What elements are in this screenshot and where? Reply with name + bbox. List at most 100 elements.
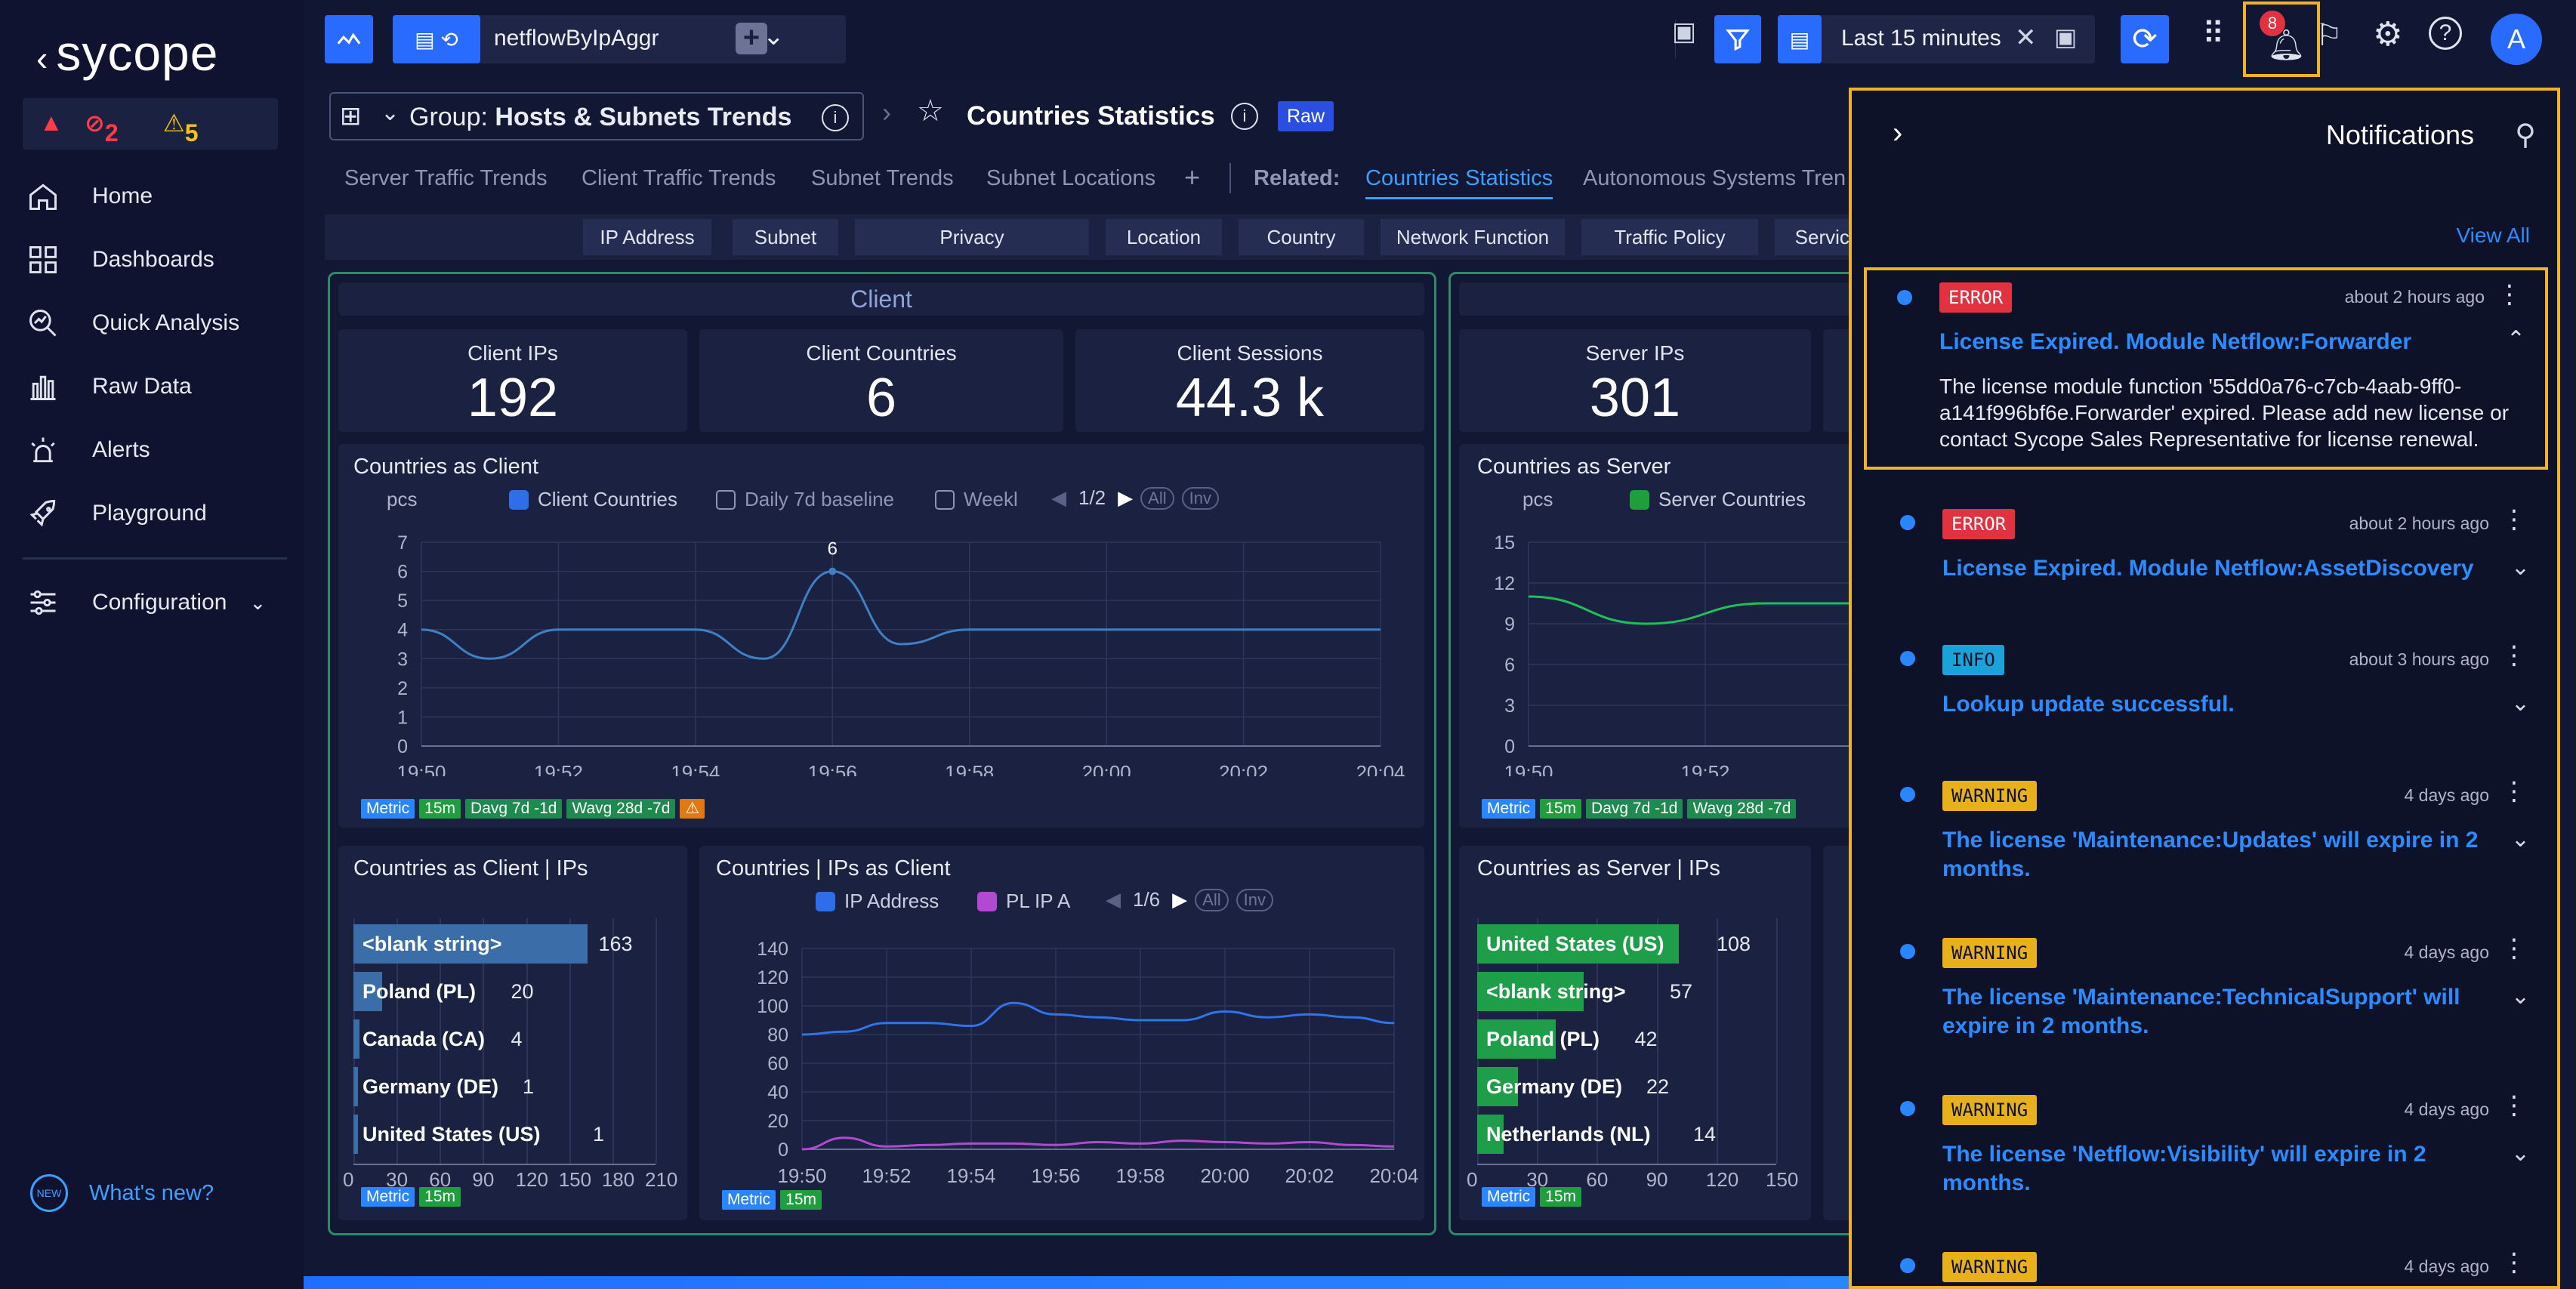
legend-inv-button[interactable]: Inv [1236, 888, 1273, 911]
bar-row[interactable]: Canada (CA) 4 [353, 1019, 656, 1059]
x-tick-label: 19:52 [862, 1164, 911, 1187]
tab-subnet-trends[interactable]: Subnet Trends [811, 166, 954, 190]
bar-row[interactable]: <blank string> 57 [1477, 972, 1776, 1011]
filter-privacy[interactable]: Privacy [855, 219, 1089, 255]
notification-time: 4 days ago [2404, 785, 2489, 805]
nav-alerts[interactable]: Alerts [23, 423, 279, 477]
notification-title[interactable]: The license 'Maintenance:Updates' will e… [1942, 828, 2479, 881]
chevron-up-icon[interactable]: ⌃ [2506, 327, 2525, 352]
legend-weekly[interactable]: Weekl [935, 488, 1018, 511]
tab-autonomous-systems[interactable]: Autonomous Systems Tren [1583, 166, 1846, 190]
apps-grid-icon[interactable]: ⠿ [2202, 17, 2224, 51]
gear-icon[interactable]: ⚙ [2373, 16, 2403, 53]
save-filter-icon[interactable]: ▣ [1672, 17, 1697, 46]
activity-button[interactable] [325, 15, 373, 63]
app-logo[interactable]: ‹ sycope [36, 24, 218, 82]
add-query-button[interactable]: + [736, 23, 767, 54]
legend-pl[interactable]: PL IP A [977, 890, 1070, 913]
help-icon[interactable]: ? [2429, 17, 2462, 50]
nav-home[interactable]: Home [23, 169, 279, 224]
datasource-selector[interactable]: ▤ ⟲ netflowByIpAggr ⌄ [393, 15, 846, 63]
nav-quick-analysis[interactable]: Quick Analysis [23, 296, 279, 350]
notifications-button[interactable]: 🔔︎ 8 [2243, 2, 2320, 77]
bar-row[interactable]: Poland (PL) 42 [1477, 1019, 1776, 1059]
bar-row[interactable]: United States (US) 108 [1477, 924, 1776, 964]
collapse-sidebar-icon[interactable]: ‹ [36, 39, 49, 78]
legend-all-button[interactable]: All [1140, 486, 1174, 510]
legend-inv-button[interactable]: Inv [1181, 486, 1219, 510]
tab-server-traffic-trends[interactable]: Server Traffic Trends [344, 166, 548, 190]
next-page-icon[interactable]: ▶ [1172, 888, 1188, 911]
notification-title[interactable]: The license 'Netflow:Visibility' will ex… [1942, 1142, 2426, 1195]
filter-location[interactable]: Location [1106, 219, 1222, 255]
nav-dashboards[interactable]: Dashboards [23, 233, 279, 287]
whats-new-link[interactable]: NEW What's new? [30, 1174, 214, 1212]
info-icon[interactable]: i [1231, 103, 1258, 130]
kebab-menu-icon[interactable]: ⋮ [2501, 934, 2527, 963]
bar-row[interactable]: Germany (DE) 22 [1477, 1067, 1776, 1106]
collapse-panel-icon[interactable]: › [1893, 116, 1903, 150]
raw-badge[interactable]: Raw [1278, 101, 1334, 131]
refresh-button[interactable]: ⟳ [2121, 15, 2169, 63]
tab-client-traffic-trends[interactable]: Client Traffic Trends [582, 166, 776, 190]
tab-countries-statistics[interactable]: Countries Statistics [1365, 166, 1553, 199]
nav-configuration[interactable]: Configuration ⌄ [23, 575, 279, 630]
notification-title[interactable]: The license 'Maintenance:TechnicalSuppor… [1942, 985, 2460, 1038]
server-ips-bar-chart[interactable]: 0 30 60 90 120 150 United States (US) 108 <blank… [1459, 846, 1811, 1220]
filter-ip-address[interactable]: IP Address [583, 219, 711, 255]
countries-as-client-chart[interactable]: 0 1 2 3 4 5 6 7 19:50 19:52 19:54 19:56 19:58 20:00 20… [338, 520, 1424, 776]
chevron-down-icon[interactable]: ⌄ [2510, 984, 2530, 1009]
filter-subnet[interactable]: Subnet [733, 219, 838, 255]
bar-row[interactable]: Netherlands (NL) 14 [1477, 1115, 1776, 1154]
kebab-menu-icon[interactable]: ⋮ [2501, 641, 2527, 670]
user-avatar[interactable]: A [2491, 14, 2542, 65]
pin-icon[interactable]: ⚲ [2515, 119, 2536, 151]
warning-count-value: 5 [184, 119, 199, 146]
notification-title[interactable]: Lookup update successful. [1942, 692, 2235, 717]
notification-title[interactable]: License Expired. Module Netflow:Forwarde… [1939, 329, 2412, 354]
notification-item[interactable]: ERROR about 2 hours ago ⋮ License Expire… [1864, 267, 2548, 470]
bar-row[interactable]: <blank string> 163 [353, 924, 656, 964]
bookmark-icon[interactable]: ⚐ [2315, 19, 2343, 52]
legend-server-countries[interactable]: Server Countries [1630, 488, 1806, 511]
filter-network-function[interactable]: Network Function [1381, 219, 1565, 255]
chevron-down-icon[interactable]: ⌄ [2510, 555, 2530, 580]
time-range-selector[interactable]: ▤ Last 15 minutes ✕ ▣ [1778, 15, 2095, 63]
notification-title[interactable]: License Expired. Module Netflow:AssetDis… [1942, 556, 2474, 581]
legend-client-countries[interactable]: Client Countries [509, 488, 677, 511]
bar-row[interactable]: Germany (DE) 1 [353, 1067, 656, 1106]
kebab-menu-icon[interactable]: ⋮ [2501, 1248, 2527, 1277]
chevron-down-icon[interactable]: ⌄ [2510, 827, 2530, 852]
alert-summary[interactable]: ▲ ⊘ 2 ⚠ 5 [23, 98, 278, 150]
prev-page-icon[interactable]: ◀ [1051, 486, 1066, 509]
legend-ip-address[interactable]: IP Address [816, 890, 939, 913]
chevron-down-icon[interactable]: ⌄ [2510, 1141, 2530, 1166]
filter-country[interactable]: Country [1239, 219, 1364, 255]
star-icon[interactable]: ☆ [917, 94, 944, 128]
clear-time-icon[interactable]: ✕ [2015, 23, 2037, 52]
kebab-menu-icon[interactable]: ⋮ [2501, 1091, 2527, 1120]
nav-raw-data[interactable]: Raw Data [23, 359, 279, 414]
kebab-menu-icon[interactable]: ⋮ [2501, 505, 2527, 534]
add-tab-icon[interactable]: + [1184, 162, 1201, 193]
kebab-menu-icon[interactable]: ⋮ [2497, 280, 2522, 309]
info-icon[interactable]: i [822, 104, 849, 131]
legend-daily-baseline[interactable]: Daily 7d baseline [716, 488, 894, 511]
tab-subnet-locations[interactable]: Subnet Locations [986, 166, 1156, 190]
prev-page-icon[interactable]: ◀ [1106, 888, 1121, 911]
save-time-icon[interactable]: ▣ [2054, 23, 2078, 51]
filter-button[interactable] [1714, 15, 1761, 63]
chevron-down-icon[interactable]: ⌄ [2510, 691, 2530, 716]
filter-traffic-policy[interactable]: Traffic Policy [1581, 219, 1758, 255]
bar-row[interactable]: United States (US) 1 [353, 1115, 656, 1154]
client-ips-bar-chart[interactable]: 0 30 60 90 120 150 180 210 <blank string> 163 Pola… [338, 846, 687, 1220]
client-ips-line-chart[interactable]: 0 20 40 60 80 100 120 140 19:50 19:52 19:54 19:56 19… [699, 921, 1424, 1193]
nav-playground[interactable]: Playground [23, 486, 279, 541]
legend-all-button[interactable]: All [1195, 888, 1229, 911]
next-page-icon[interactable]: ▶ [1118, 486, 1134, 509]
group-selector[interactable]: ⊞ ⌄ Group: Hosts & Subnets Trends i [329, 92, 864, 140]
bar-row[interactable]: Poland (PL) 20 [353, 972, 656, 1011]
view-all-link[interactable]: View All [2456, 224, 2530, 247]
kebab-menu-icon[interactable]: ⋮ [2501, 777, 2527, 806]
